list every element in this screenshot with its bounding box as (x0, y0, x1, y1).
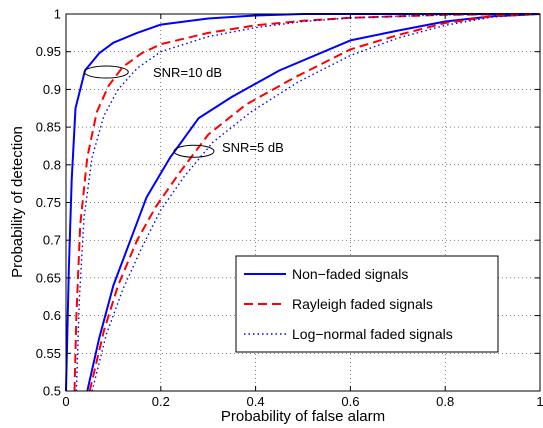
series-line (88, 13, 541, 392)
y-axis-label: Probability of detection (9, 126, 26, 278)
y-tick-label: 0.7 (43, 233, 61, 248)
annotation-ellipse (83, 65, 129, 79)
x-axis-label: Probability of false alarm (221, 408, 385, 425)
y-tick-label: 0.95 (36, 44, 61, 59)
legend-label: Rayleigh faded signals (292, 296, 433, 312)
y-tick-label: 0.6 (43, 308, 61, 323)
annotation-label: SNR=10 dB (153, 65, 222, 80)
y-tick-label: 0.5 (43, 384, 61, 399)
x-tick-label: 0 (62, 394, 69, 409)
x-tick-label: 0.8 (436, 394, 454, 409)
x-tick-label: 0.6 (341, 394, 359, 409)
x-tick-label: 0.4 (247, 394, 265, 409)
y-tick-label: 0.75 (36, 195, 61, 210)
y-tick-label: 0.8 (43, 157, 61, 172)
axis-ticks: 0 0.2 0.4 0.6 0.8 1 0.5 0.55 0.6 0.65 0.7 0.75 0.8 0.… (36, 7, 543, 410)
legend: Non−faded signals Rayleigh faded signals L… (235, 255, 499, 353)
annotation-ellipse (173, 144, 215, 158)
series-line (73, 13, 541, 392)
y-tick-label: 0.9 (43, 82, 61, 97)
annotation-label: SNR=5 dB (222, 140, 284, 155)
y-tick-label: 0.65 (36, 270, 61, 285)
series-line (86, 13, 541, 392)
y-tick-label: 1 (54, 7, 61, 22)
annotations: SNR=10 dB SNR=5 dB (83, 65, 284, 158)
series-line (75, 13, 541, 392)
legend-label: Log−normal faded signals (292, 326, 453, 342)
x-tick-label: 0.2 (152, 394, 170, 409)
x-tick-label: 1 (536, 394, 543, 409)
legend-label: Non−faded signals (292, 266, 408, 282)
y-tick-label: 0.85 (36, 120, 61, 135)
y-tick-label: 0.55 (36, 346, 61, 361)
